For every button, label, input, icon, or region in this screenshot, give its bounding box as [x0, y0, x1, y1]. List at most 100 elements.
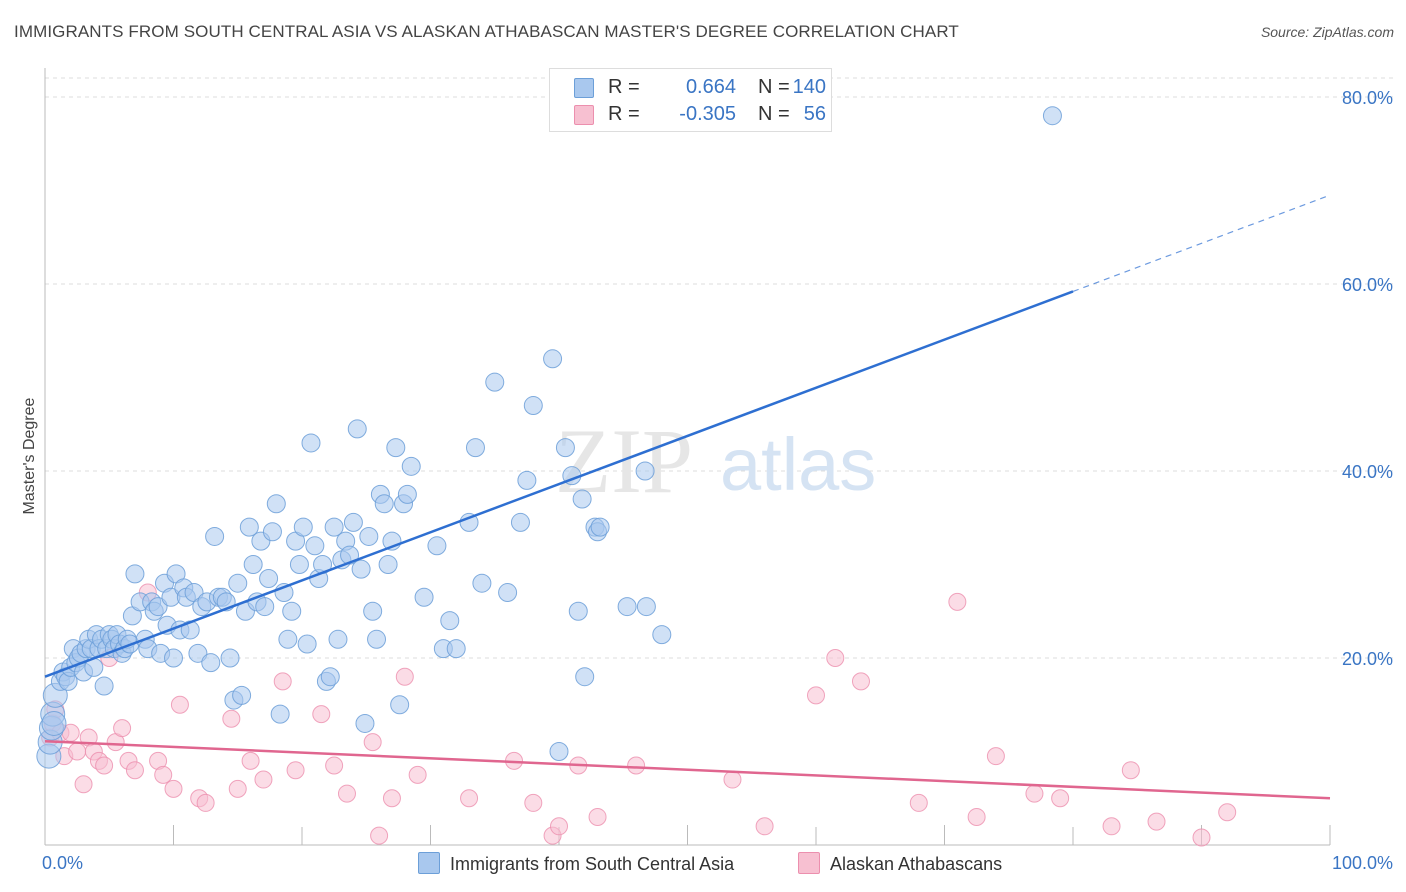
x-tick-label: 0.0% [42, 853, 83, 873]
blue-point [401, 456, 421, 476]
pink-point [948, 592, 967, 611]
blue-point [282, 601, 302, 621]
source-label: Source: ZipAtlas.com [1260, 24, 1394, 40]
pink-point [222, 709, 241, 728]
blue-point [220, 648, 240, 668]
blue-point [374, 494, 394, 514]
r-label: R = [608, 76, 640, 98]
blue-point [427, 536, 447, 556]
pink-point [909, 793, 928, 812]
pink-point [312, 705, 331, 724]
blue-point [164, 648, 183, 668]
blue-swatch [574, 78, 594, 98]
blue-point [324, 517, 344, 537]
pink-point [1121, 761, 1140, 780]
blue-point [363, 601, 383, 621]
blue-point [367, 629, 387, 649]
pink-point [1051, 789, 1070, 808]
blue-point [440, 611, 460, 631]
legend-label-south-central-asia: Immigrants from South Central Asia [450, 854, 735, 874]
legend-item-south-central-asia: Immigrants from South Central Asia [418, 852, 734, 875]
legend-item-alaskan-athabascans: Alaskan Athabascans [798, 852, 1002, 875]
pink-point [588, 807, 607, 826]
pink-point [1025, 784, 1044, 803]
x-tick-label: 100.0% [1332, 853, 1393, 873]
blue-point [617, 597, 637, 617]
pink-point [395, 667, 414, 686]
blue-point [351, 559, 371, 579]
pink-point [68, 742, 87, 761]
blue-point [378, 555, 398, 574]
blue-point [355, 713, 375, 733]
blue-point [262, 522, 282, 542]
blue-point [301, 433, 321, 453]
pink-point [408, 765, 427, 784]
tick-labels: 20.0% 40.0% 60.0% 80.0% 0.0% 100.0% [42, 88, 1393, 873]
stats-legend: R = 0.664 N = 140 R = -0.305 N = 56 [549, 68, 832, 132]
blue-point [205, 526, 225, 546]
pink-legend-swatch [798, 852, 820, 874]
blue-point [636, 597, 656, 617]
blue-point [259, 569, 279, 589]
blue-point [523, 396, 543, 416]
blue-point [517, 470, 537, 490]
n-value: 56 [803, 103, 826, 125]
pink-point [170, 695, 189, 714]
blue-point [297, 634, 317, 654]
pink-point [986, 747, 1005, 766]
blue-point [278, 629, 298, 649]
blue-point [510, 512, 530, 532]
pink-point [723, 770, 742, 789]
blue-point [180, 620, 200, 640]
series-south-central-asia [36, 106, 1062, 769]
blue-point [390, 695, 410, 715]
y-axis-title: Master's Degree [21, 397, 38, 514]
chart-title: IMMIGRANTS FROM SOUTH CENTRAL ASIA VS AL… [14, 22, 959, 41]
blue-point [41, 710, 67, 736]
blue-point [266, 494, 286, 514]
pink-point [826, 649, 845, 667]
pink-point [273, 672, 292, 691]
blue-point [232, 685, 252, 705]
blue-point [343, 512, 363, 532]
blue-point [446, 639, 466, 659]
pink-point [113, 719, 132, 738]
pink-point [851, 672, 870, 691]
series-alaskan-athabascans [41, 583, 1237, 847]
r-label: R = [608, 103, 640, 125]
blue-point [414, 587, 434, 607]
pink-point [755, 817, 774, 836]
pink-point [254, 770, 273, 789]
blue-point [386, 438, 406, 458]
pink-point [286, 761, 305, 780]
blue-point [243, 555, 263, 574]
pink-point [95, 756, 114, 775]
pink-point [241, 751, 260, 770]
blue-point [94, 676, 114, 696]
pink-point [550, 817, 568, 836]
pink-trend-line [44, 739, 1331, 800]
y-tick-label: 80.0% [1342, 88, 1393, 108]
pink-point [325, 756, 344, 775]
blue-point [201, 653, 221, 673]
blue-point [289, 555, 309, 574]
blue-point [543, 349, 563, 369]
blue-point [635, 461, 655, 481]
pink-point [164, 779, 183, 798]
pink-point [807, 686, 825, 705]
pink-point [382, 789, 401, 808]
pink-point [524, 793, 543, 812]
pink-point [337, 784, 356, 803]
blue-legend-swatch [418, 852, 440, 874]
blue-point [572, 489, 592, 509]
blue-trend-line [44, 290, 1074, 678]
pink-point [228, 779, 247, 798]
y-tick-label: 60.0% [1342, 275, 1393, 295]
blue-point [347, 419, 367, 439]
blue-point [575, 667, 595, 687]
pink-point [370, 826, 389, 845]
blue-point [305, 536, 325, 556]
blue-point [397, 484, 417, 504]
blue-point [270, 704, 290, 724]
